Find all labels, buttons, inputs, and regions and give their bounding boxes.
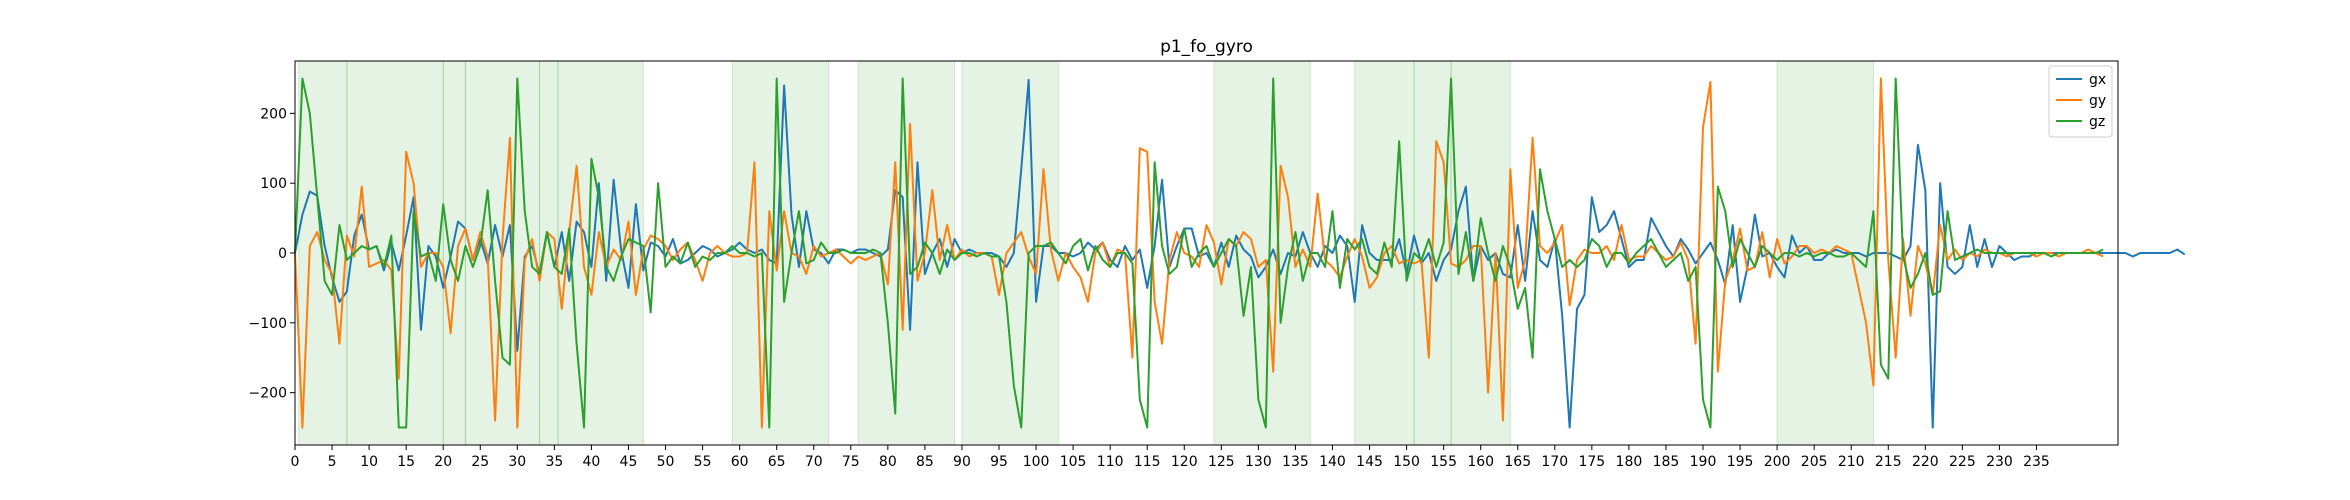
y-tick-label: 200 bbox=[260, 106, 287, 122]
x-tick-label: 210 bbox=[1838, 454, 1865, 470]
x-tick-label: 165 bbox=[1504, 454, 1531, 470]
x-axis-ticks: 0 5 10 15 20 25 30 35 40 45 50 55 60 65 70 75 80 85 90 95 10… bbox=[291, 445, 2050, 470]
x-tick-label: 30 bbox=[508, 454, 526, 470]
x-tick-label: 15 bbox=[397, 454, 415, 470]
x-tick-label: 185 bbox=[1653, 454, 1680, 470]
x-tick-label: 125 bbox=[1208, 454, 1235, 470]
x-tick-label: 230 bbox=[1986, 454, 2013, 470]
x-tick-label: 225 bbox=[1949, 454, 1976, 470]
x-tick-label: 160 bbox=[1467, 454, 1494, 470]
x-tick-label: 215 bbox=[1875, 454, 1902, 470]
x-tick-label: 130 bbox=[1245, 454, 1272, 470]
x-tick-label: 135 bbox=[1282, 454, 1309, 470]
x-tick-label: 55 bbox=[694, 454, 712, 470]
x-tick-label: 50 bbox=[657, 454, 675, 470]
x-tick-label: 190 bbox=[1690, 454, 1717, 470]
legend-label-gy: gy bbox=[2089, 93, 2106, 109]
x-tick-label: 155 bbox=[1430, 454, 1457, 470]
x-tick-label: 145 bbox=[1356, 454, 1383, 470]
x-tick-label: 75 bbox=[842, 454, 860, 470]
series-line-gz bbox=[294, 77, 2104, 429]
x-tick-label: 35 bbox=[545, 454, 563, 470]
series-lines bbox=[294, 77, 2186, 429]
x-tick-label: 0 bbox=[291, 454, 300, 470]
x-tick-label: 45 bbox=[620, 454, 638, 470]
x-tick-label: 150 bbox=[1393, 454, 1420, 470]
legend-label-gz: gz bbox=[2089, 114, 2105, 130]
legend-box bbox=[2048, 65, 2113, 138]
x-tick-label: 25 bbox=[471, 454, 489, 470]
x-tick-label: 90 bbox=[953, 454, 971, 470]
x-tick-label: 80 bbox=[879, 454, 897, 470]
x-tick-label: 65 bbox=[768, 454, 786, 470]
x-tick-label: 205 bbox=[1801, 454, 1828, 470]
x-tick-label: 10 bbox=[360, 454, 378, 470]
x-tick-label: 115 bbox=[1134, 454, 1161, 470]
y-tick-label: −100 bbox=[249, 316, 287, 332]
y-axis-ticks: −200 −100 0 100 200 bbox=[249, 106, 295, 402]
x-tick-label: 70 bbox=[805, 454, 823, 470]
series-line-gy bbox=[294, 77, 2104, 429]
x-tick-label: 60 bbox=[731, 454, 749, 470]
x-tick-label: 140 bbox=[1319, 454, 1346, 470]
x-tick-label: 20 bbox=[434, 454, 452, 470]
x-tick-label: 100 bbox=[1023, 454, 1050, 470]
x-tick-label: 235 bbox=[2023, 454, 2050, 470]
x-tick-label: 195 bbox=[1727, 454, 1754, 470]
x-tick-label: 120 bbox=[1171, 454, 1198, 470]
series-line-gx bbox=[294, 78, 2186, 429]
y-tick-label: 0 bbox=[278, 246, 287, 262]
x-tick-label: 110 bbox=[1097, 454, 1124, 470]
x-tick-label: 95 bbox=[990, 454, 1008, 470]
y-tick-label: −200 bbox=[249, 386, 287, 402]
legend-label-gx: gx bbox=[2089, 72, 2106, 88]
x-tick-label: 105 bbox=[1060, 454, 1087, 470]
y-tick-label: 100 bbox=[260, 176, 287, 192]
x-tick-label: 200 bbox=[1764, 454, 1791, 470]
x-tick-label: 220 bbox=[1912, 454, 1939, 470]
legend: gx gy gz bbox=[2048, 65, 2113, 138]
x-tick-label: 85 bbox=[916, 454, 934, 470]
x-tick-label: 170 bbox=[1541, 454, 1568, 470]
x-tick-label: 5 bbox=[328, 454, 337, 470]
x-tick-label: 175 bbox=[1578, 454, 1605, 470]
x-tick-label: 40 bbox=[583, 454, 601, 470]
shaded-region bbox=[442, 60, 466, 446]
chart-title: p1_fo_gyro bbox=[1160, 37, 1253, 57]
x-tick-label: 180 bbox=[1616, 454, 1643, 470]
